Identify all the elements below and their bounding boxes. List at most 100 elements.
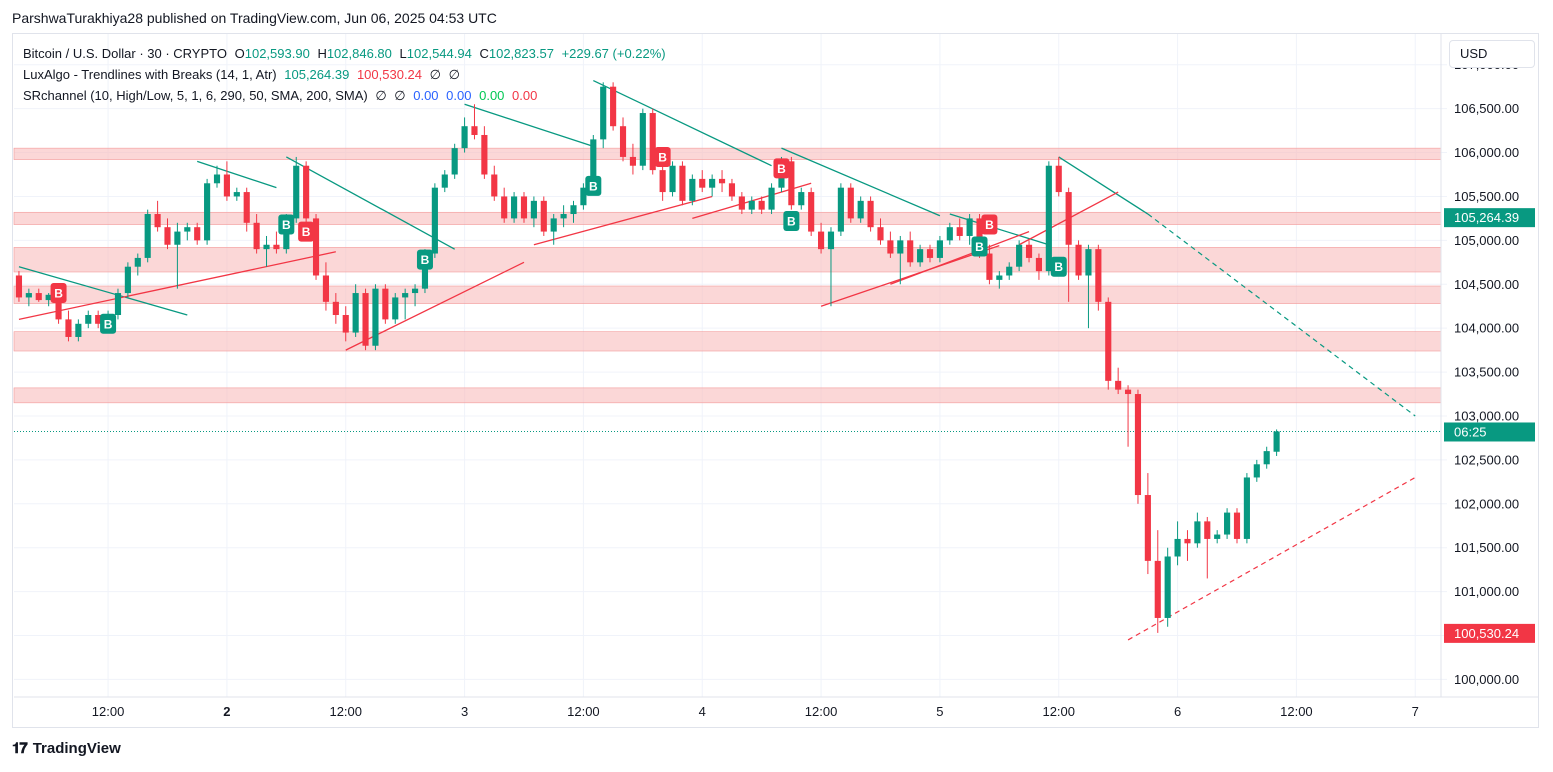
candle-body[interactable] bbox=[253, 222, 260, 250]
candle-body[interactable] bbox=[322, 275, 330, 302]
candle-body[interactable] bbox=[659, 170, 666, 193]
candle-body[interactable] bbox=[1035, 257, 1043, 272]
candle-body[interactable] bbox=[699, 178, 706, 188]
candle-body[interactable] bbox=[15, 275, 23, 298]
candle-body[interactable] bbox=[1055, 165, 1062, 193]
candle-body[interactable] bbox=[808, 192, 815, 232]
candle-body[interactable] bbox=[917, 249, 924, 263]
candle-body[interactable] bbox=[352, 293, 359, 333]
candle-body[interactable] bbox=[402, 293, 409, 298]
candle-body[interactable] bbox=[1164, 556, 1171, 618]
candle-body[interactable] bbox=[1144, 495, 1151, 561]
candle-body[interactable] bbox=[481, 134, 488, 175]
candle-body[interactable] bbox=[689, 178, 696, 201]
candle-body[interactable] bbox=[223, 174, 230, 197]
candle-body[interactable] bbox=[936, 240, 943, 258]
candle-body[interactable] bbox=[1233, 512, 1241, 539]
candle-body[interactable] bbox=[124, 266, 131, 294]
candle-body[interactable] bbox=[907, 240, 914, 263]
candle-body[interactable] bbox=[312, 218, 320, 276]
candle-body[interactable] bbox=[1115, 380, 1122, 390]
candle-body[interactable] bbox=[65, 319, 72, 337]
candle-body[interactable] bbox=[788, 161, 795, 206]
candle-body[interactable] bbox=[263, 244, 270, 250]
candle-body[interactable] bbox=[1006, 266, 1013, 276]
candle-body[interactable] bbox=[233, 192, 240, 197]
candle-body[interactable] bbox=[75, 323, 82, 337]
candle-body[interactable] bbox=[837, 187, 844, 232]
candle-body[interactable] bbox=[758, 200, 765, 210]
candle-body[interactable] bbox=[1194, 521, 1201, 544]
candle-body[interactable] bbox=[629, 156, 636, 166]
candle-body[interactable] bbox=[164, 227, 171, 245]
candle-body[interactable] bbox=[431, 187, 438, 254]
candle-body[interactable] bbox=[897, 240, 904, 254]
candle-body[interactable] bbox=[560, 214, 567, 219]
candle-body[interactable] bbox=[738, 196, 745, 210]
candle-body[interactable] bbox=[1263, 451, 1270, 465]
candle-body[interactable] bbox=[1025, 244, 1033, 258]
candle-body[interactable] bbox=[887, 240, 894, 254]
candle-body[interactable] bbox=[1065, 192, 1072, 245]
candle-body[interactable] bbox=[728, 183, 736, 197]
candle-body[interactable] bbox=[540, 200, 547, 232]
candle-body[interactable] bbox=[451, 148, 458, 175]
candle-body[interactable] bbox=[372, 288, 379, 346]
candle-body[interactable] bbox=[718, 178, 726, 184]
candle-body[interactable] bbox=[114, 293, 122, 316]
candle-body[interactable] bbox=[55, 294, 62, 320]
currency-button[interactable]: USD bbox=[1449, 40, 1535, 68]
candle-body[interactable] bbox=[332, 301, 339, 316]
legend-indicator-2[interactable]: SRchannel (10, High/Low, 5, 1, 6, 290, 5… bbox=[23, 88, 541, 104]
candle-body[interactable] bbox=[154, 214, 161, 228]
candle-body[interactable] bbox=[956, 227, 963, 236]
candle-body[interactable] bbox=[996, 275, 1003, 280]
candle-body[interactable] bbox=[827, 231, 835, 250]
candle-body[interactable] bbox=[1253, 464, 1260, 478]
candle-body[interactable] bbox=[926, 249, 934, 258]
candle-body[interactable] bbox=[1273, 431, 1280, 452]
candle-body[interactable] bbox=[1124, 389, 1132, 395]
candle-body[interactable] bbox=[342, 315, 349, 333]
candle-body[interactable] bbox=[441, 174, 448, 188]
legend-indicator-1[interactable]: LuxAlgo - Trendlines with Breaks (14, 1,… bbox=[23, 67, 464, 83]
candle-body[interactable] bbox=[273, 244, 280, 250]
candle-body[interactable] bbox=[580, 187, 587, 206]
candle-body[interactable] bbox=[798, 192, 805, 206]
tradingview-brand[interactable]: 𝟏𝟕 TradingView bbox=[12, 740, 121, 757]
candle-body[interactable] bbox=[1243, 477, 1250, 539]
candle-body[interactable] bbox=[421, 253, 429, 289]
candle-body[interactable] bbox=[867, 200, 874, 228]
candle-body[interactable] bbox=[1075, 244, 1082, 276]
candle-body[interactable] bbox=[411, 288, 419, 294]
candle-body[interactable] bbox=[966, 218, 973, 236]
candle-body[interactable] bbox=[639, 113, 646, 166]
candle-body[interactable] bbox=[847, 187, 854, 219]
candle-body[interactable] bbox=[25, 293, 32, 298]
candle-body[interactable] bbox=[1154, 560, 1161, 618]
candle-body[interactable] bbox=[1105, 301, 1112, 381]
candle-body[interactable] bbox=[1095, 249, 1102, 302]
candle-body[interactable] bbox=[85, 315, 92, 324]
candle-body[interactable] bbox=[362, 293, 369, 346]
candle-body[interactable] bbox=[530, 200, 537, 219]
candle-body[interactable] bbox=[303, 165, 310, 219]
candle-body[interactable] bbox=[1134, 394, 1142, 496]
candle-body[interactable] bbox=[35, 293, 42, 301]
candle-body[interactable] bbox=[204, 183, 211, 241]
candle-body[interactable] bbox=[471, 126, 478, 135]
candle-body[interactable] bbox=[382, 288, 389, 320]
candle-body[interactable] bbox=[709, 178, 716, 188]
candle-body[interactable] bbox=[392, 297, 399, 320]
candle-body[interactable] bbox=[243, 192, 250, 223]
candle-body[interactable] bbox=[491, 174, 498, 197]
candle-body[interactable] bbox=[649, 113, 656, 171]
candle-body[interactable] bbox=[213, 174, 221, 184]
candle-body[interactable] bbox=[748, 200, 755, 210]
candle-body[interactable] bbox=[174, 231, 181, 245]
candle-body[interactable] bbox=[570, 205, 577, 215]
candle-body[interactable] bbox=[600, 86, 607, 140]
candle-body[interactable] bbox=[184, 227, 191, 232]
candle-body[interactable] bbox=[1184, 538, 1191, 544]
candle-body[interactable] bbox=[293, 165, 300, 219]
